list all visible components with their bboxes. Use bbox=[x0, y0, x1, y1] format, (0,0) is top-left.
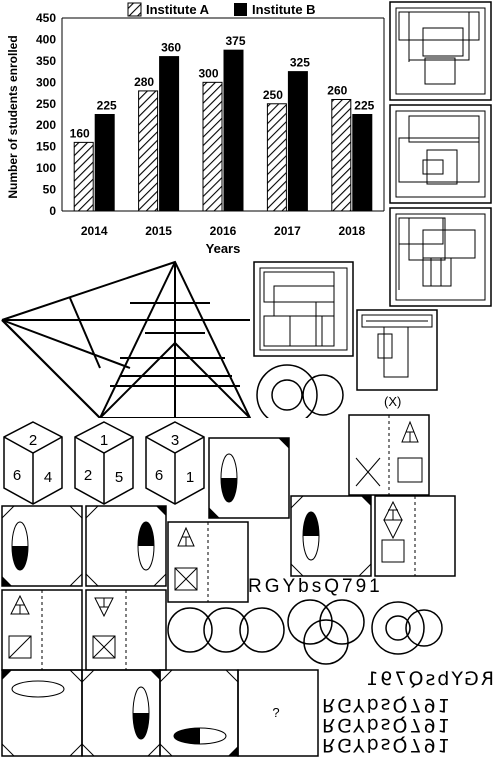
bar-institute-a-2018 bbox=[331, 98, 352, 212]
figure-x-label: (X) bbox=[384, 394, 401, 409]
bar-value-label: 225 bbox=[97, 99, 117, 113]
x-tick-label: 2018 bbox=[338, 224, 365, 238]
mirror-option-1: RGYbsQ791 bbox=[364, 668, 494, 690]
y-tick-label: 250 bbox=[36, 97, 56, 111]
x-figure-panel bbox=[348, 414, 430, 496]
die-top-face: 1 bbox=[100, 432, 108, 449]
bar-institute-b-2015 bbox=[159, 56, 180, 212]
bar-institute-b-2014 bbox=[94, 114, 115, 212]
die-top-face: 3 bbox=[171, 432, 179, 449]
lower-figures: RGYbsQ791 bbox=[1, 414, 456, 757]
x-tick-label: 2017 bbox=[274, 224, 301, 238]
legend-swatch-b bbox=[234, 3, 247, 16]
bar-institute-a-2015 bbox=[138, 90, 159, 212]
panel-2 bbox=[85, 505, 167, 587]
legend-label-a: Institute A bbox=[146, 2, 210, 17]
panel-1 bbox=[1, 505, 83, 587]
bar-institute-a-2016 bbox=[202, 81, 223, 212]
triangle-square-panel-1 bbox=[167, 521, 249, 603]
die-right-face: 5 bbox=[115, 469, 123, 486]
y-tick-label: 150 bbox=[36, 140, 56, 154]
overlapping-circles-figure bbox=[256, 364, 344, 418]
bar-value-label: 375 bbox=[225, 34, 245, 48]
circles-option-2 bbox=[287, 599, 365, 665]
circles-option-1 bbox=[167, 607, 285, 653]
die-right-face: 1 bbox=[186, 469, 194, 486]
legend-label-b: Institute B bbox=[252, 2, 316, 17]
bar-institute-b-2017 bbox=[287, 71, 308, 212]
x-tick-label: 2014 bbox=[81, 224, 108, 238]
bar-value-label: 260 bbox=[327, 83, 347, 97]
option-figure-2 bbox=[389, 104, 492, 204]
y-tick-label: 50 bbox=[43, 183, 57, 197]
bar-value-label: 160 bbox=[70, 126, 90, 140]
oval-panel-q bbox=[208, 437, 290, 519]
mirror-option-2: RGYbsQ791 bbox=[322, 694, 452, 716]
die-3: 3 6 1 bbox=[145, 421, 205, 505]
mirror-options: RGYbsQ791 RGYbsQ791 RGYbsQ791 RGYbsQ791 bbox=[322, 668, 494, 756]
die-2: 1 2 5 bbox=[74, 421, 134, 505]
triangle-square-panel-3 bbox=[1, 589, 83, 671]
y-tick-label: 200 bbox=[36, 118, 56, 132]
y-tick-label: 100 bbox=[36, 161, 56, 175]
y-tick-label: 0 bbox=[49, 204, 56, 218]
die-left-face: 6 bbox=[155, 467, 163, 484]
panel-3 bbox=[290, 495, 372, 577]
bar-institute-b-2016 bbox=[223, 49, 244, 212]
sequence-panel-2 bbox=[81, 669, 161, 757]
bar-institute-a-2017 bbox=[266, 103, 287, 212]
y-tick-label: 450 bbox=[36, 11, 56, 25]
question-mark: ? bbox=[272, 705, 279, 720]
text-strip: RGYbsQ791 bbox=[248, 576, 383, 597]
bar-value-label: 250 bbox=[263, 88, 283, 102]
t-shape-figure bbox=[356, 309, 438, 391]
bar-institute-b-2018 bbox=[352, 114, 373, 212]
sequence-panel-question: ? bbox=[237, 669, 319, 757]
y-axis-title: Number of students enrolled bbox=[6, 35, 20, 198]
circles-option-3 bbox=[371, 601, 443, 655]
sequence-panel-1 bbox=[1, 669, 83, 757]
y-tick-label: 350 bbox=[36, 54, 56, 68]
bar-value-label: 360 bbox=[161, 41, 181, 55]
triangle-square-panel-4 bbox=[85, 589, 167, 671]
bar-value-label: 325 bbox=[290, 56, 310, 70]
option-figure-3 bbox=[389, 207, 492, 307]
right-column-figures bbox=[389, 1, 492, 307]
question-figure bbox=[253, 261, 354, 357]
y-tick-label: 400 bbox=[36, 32, 56, 46]
x-tick-label: 2015 bbox=[145, 224, 172, 238]
bar-value-label: 280 bbox=[134, 75, 154, 89]
die-1: 2 6 4 bbox=[3, 421, 63, 505]
dice-row: 2 6 4 1 2 5 3 6 1 bbox=[3, 421, 205, 505]
die-top-face: 2 bbox=[29, 432, 37, 449]
sequence-panel-3 bbox=[159, 669, 239, 757]
die-right-face: 4 bbox=[44, 469, 52, 486]
triangle-square-panel-2 bbox=[374, 495, 456, 577]
legend-swatch-a bbox=[127, 2, 142, 17]
die-left-face: 2 bbox=[84, 467, 92, 484]
x-tick-label: 2016 bbox=[210, 224, 237, 238]
option-figure-1 bbox=[389, 1, 492, 101]
die-left-face: 6 bbox=[13, 467, 21, 484]
bar-chart: Institute A Institute B 0 50 100 150 200 250 3… bbox=[6, 2, 385, 256]
bar-institute-a-2014 bbox=[73, 141, 94, 212]
triangle-figure bbox=[1, 260, 252, 418]
x-axis-title: Years bbox=[206, 241, 241, 256]
bar-value-label: 225 bbox=[354, 99, 374, 113]
y-tick-label: 300 bbox=[36, 75, 56, 89]
middle-figures: (X) bbox=[1, 260, 438, 418]
mirror-option-3: RGYbsQ791 bbox=[322, 714, 452, 736]
mirror-option-4: RGYbsQ791 bbox=[322, 734, 452, 756]
bar-value-label: 300 bbox=[198, 66, 218, 80]
